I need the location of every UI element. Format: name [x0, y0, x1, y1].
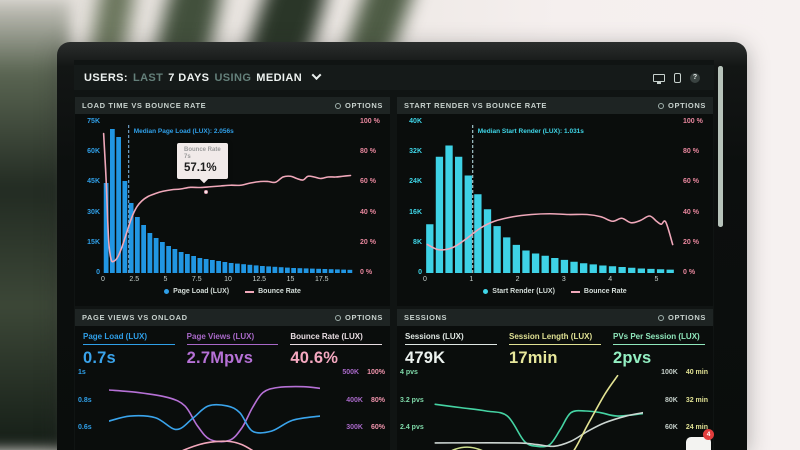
tooltip-value: 57.1%	[184, 162, 217, 174]
metric-row: Sessions (LUX) 479K Session Length (LUX)…	[397, 326, 713, 370]
tooltip-series: Bounce Rate	[184, 147, 221, 153]
mini-y-left: 4 pvs 3.2 pvs 2.4 pvs	[400, 369, 424, 431]
panel-title: PAGE VIEWS VS ONLOAD	[82, 313, 188, 322]
mini-y-right: 100K 40 min 80K 32 min 60K 24 min	[661, 369, 708, 431]
tooltip-x: 7s	[184, 154, 191, 160]
panel-start-render: START RENDER VS BOUNCE RATE OPTIONS 40K 3…	[397, 97, 713, 306]
panel-title: START RENDER VS BOUNCE RATE	[404, 101, 548, 110]
mini-chart-sessions[interactable]: 4 pvs 3.2 pvs 2.4 pvs 100K 40 min 80K 32 min 6…	[397, 367, 713, 450]
y-axis-left: 40K 32K 24K 16K 8K 0	[409, 118, 422, 276]
legend-bounce-rate[interactable]: Bounce Rate	[570, 288, 627, 295]
chat-widget[interactable]	[686, 437, 711, 450]
mini-plot	[431, 369, 643, 450]
options-button[interactable]: OPTIONS	[658, 313, 706, 322]
tooltip: Bounce Rate 7s 57.1%	[177, 143, 228, 179]
help-icon[interactable]: ?	[690, 72, 700, 83]
options-button[interactable]: OPTIONS	[658, 101, 706, 110]
y-axis-right: 100 % 80 % 60 % 40 % 20 % 0 %	[683, 118, 703, 276]
dot-marker	[483, 289, 489, 294]
panel-page-views: PAGE VIEWS VS ONLOAD OPTIONS Page Load (…	[75, 309, 390, 450]
scrollbar-thumb[interactable]	[718, 66, 723, 227]
options-button[interactable]: OPTIONS	[335, 101, 383, 110]
header-icons: ?	[653, 72, 700, 84]
metric-bounce-rate: Bounce Rate (LUX) 40.6%	[290, 332, 383, 368]
metric-session-length: Session Length (LUX) 17min	[509, 332, 601, 368]
notification-badge[interactable]: 4	[703, 429, 714, 440]
dot-marker	[164, 289, 170, 294]
start-render-chart[interactable]: Median Start Render (LUX): 1.031s	[425, 123, 675, 273]
metric-sessions: Sessions (LUX) 479K	[405, 332, 497, 368]
median-annotation: Median Page Load (LUX): 2.056s	[133, 128, 234, 135]
x-axis: 0 2.5 5 7.5 10 12.5 15 17.5	[101, 276, 329, 283]
gear-icon	[335, 102, 342, 109]
dashboard-screen: USERS: LAST 7 DAYS USING MEDIAN ? LOAD T…	[74, 60, 714, 450]
gear-icon	[658, 102, 665, 109]
panel-title: LOAD TIME VS BOUNCE RATE	[82, 101, 207, 110]
chart-legend: Page Load (LUX) Bounce Rate	[75, 288, 390, 295]
multiline-svg	[431, 369, 643, 450]
dashboard-header: USERS: LAST 7 DAYS USING MEDIAN ?	[74, 65, 714, 90]
legend-bounce-rate[interactable]: Bounce Rate	[245, 288, 301, 295]
using-label: USING	[214, 71, 252, 84]
panel-header: START RENDER VS BOUNCE RATE OPTIONS	[397, 97, 713, 114]
mini-plot	[109, 369, 320, 450]
panel-sessions: SESSIONS OPTIONS Sessions (LUX) 479K Ses…	[397, 309, 713, 450]
median-value: MEDIAN	[256, 71, 303, 84]
legend-start-render[interactable]: Start Render (LUX)	[483, 288, 555, 295]
gear-icon	[658, 314, 665, 321]
histogram-svg	[426, 125, 674, 273]
users-range-dropdown[interactable]: USERS: LAST 7 DAYS USING MEDIAN	[84, 69, 322, 84]
line-marker	[245, 290, 255, 293]
metric-pvs-per-session: PVs Per Session (LUX) 2pvs	[613, 332, 705, 368]
multiline-svg	[109, 369, 320, 450]
users-label: USERS:	[84, 71, 128, 84]
panel-header: LOAD TIME VS BOUNCE RATE OPTIONS	[75, 97, 390, 114]
desktop-icon[interactable]	[653, 73, 665, 84]
metric-row: Page Load (LUX) 0.7s Page Views (LUX) 2.…	[75, 326, 390, 370]
legend-page-load[interactable]: Page Load (LUX)	[164, 288, 229, 295]
days-value: 7 DAYS	[168, 71, 210, 84]
gear-icon	[335, 314, 342, 321]
median-annotation: Median Start Render (LUX): 1.031s	[477, 128, 584, 135]
chevron-down-icon	[311, 69, 322, 80]
mini-chart-onload[interactable]: 1s 0.8s 0.6s 500K 100% 400K 80% 300K 60%	[75, 367, 390, 450]
line-marker	[570, 290, 580, 293]
panel-header: PAGE VIEWS VS ONLOAD OPTIONS	[75, 309, 390, 326]
mini-y-left: 1s 0.8s 0.6s	[78, 369, 92, 431]
last-label: LAST	[132, 71, 164, 84]
y-axis-left: 75K 60K 45K 30K 15K 0	[87, 118, 100, 276]
mobile-icon[interactable]	[674, 72, 681, 83]
mini-y-right: 500K 100% 400K 80% 300K 60%	[342, 369, 385, 431]
histogram-svg	[103, 125, 353, 273]
chart-legend: Start Render (LUX) Bounce Rate	[397, 288, 713, 295]
panel-load-time: LOAD TIME VS BOUNCE RATE OPTIONS 75K 60K 4…	[75, 97, 390, 306]
metric-page-views: Page Views (LUX) 2.7Mpvs	[186, 332, 279, 368]
panel-header: SESSIONS OPTIONS	[397, 309, 713, 326]
hover-point	[204, 190, 208, 194]
metric-page-load: Page Load (LUX) 0.7s	[83, 332, 175, 368]
panel-title: SESSIONS	[404, 313, 448, 322]
options-button[interactable]: OPTIONS	[335, 313, 383, 322]
load-time-chart[interactable]: Median Page Load (LUX): 2.056s Bounce Ra…	[103, 123, 353, 273]
y-axis-right: 100 % 80 % 60 % 40 % 20 % 0 %	[360, 118, 380, 276]
